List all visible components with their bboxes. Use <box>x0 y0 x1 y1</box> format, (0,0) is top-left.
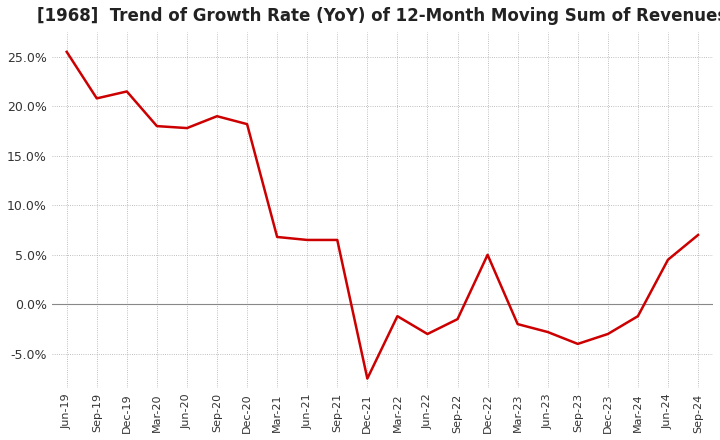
Title: [1968]  Trend of Growth Rate (YoY) of 12-Month Moving Sum of Revenues: [1968] Trend of Growth Rate (YoY) of 12-… <box>37 7 720 25</box>
